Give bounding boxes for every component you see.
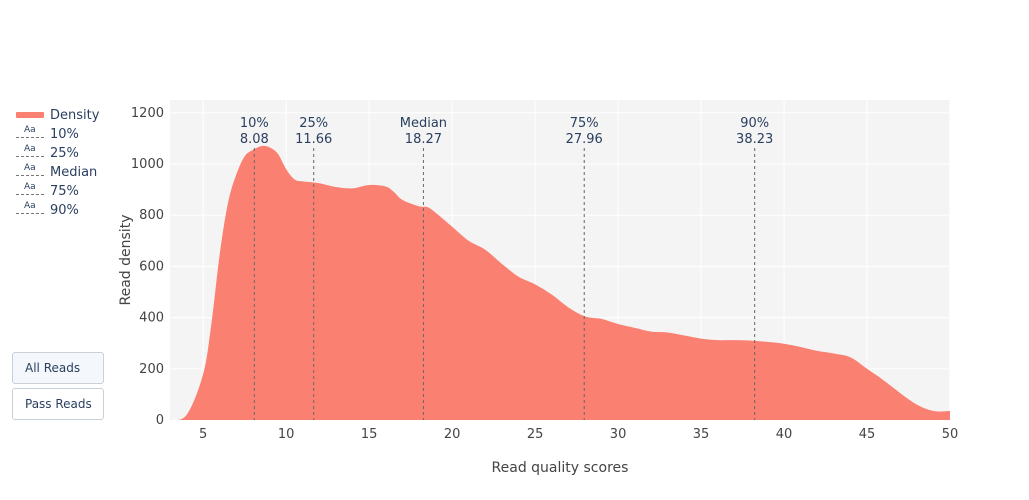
- legend-swatch-10: Aa: [14, 125, 44, 144]
- y-axis-title: Read density: [118, 215, 134, 306]
- x-tick-label: 40: [776, 427, 793, 442]
- x-tick-label: 30: [610, 427, 627, 442]
- annotation-label-25: 25%: [299, 116, 328, 131]
- density-area-0: [170, 145, 950, 421]
- legend-item-density[interactable]: Density: [14, 106, 99, 125]
- x-axis-ticks: 5 10 15 20 25 30 35 40 45 50: [199, 427, 958, 442]
- legend-marker-text: Aa: [24, 163, 36, 173]
- y-tick-label: 800: [139, 208, 164, 223]
- legend-label-75: 75%: [50, 184, 79, 199]
- legend-marker-text: Aa: [24, 201, 36, 211]
- legend-swatch-density: [14, 106, 44, 125]
- x-tick-label: 5: [199, 427, 207, 442]
- y-tick-label: 400: [139, 311, 164, 326]
- legend-item-75[interactable]: Aa 75%: [14, 182, 99, 201]
- annotation-value-median: 18.27: [405, 132, 442, 147]
- annotation-label-median: Median: [400, 116, 447, 131]
- legend-marker-text: Aa: [24, 182, 36, 192]
- annotation-label-90: 90%: [740, 116, 769, 131]
- legend-marker-text: Aa: [24, 125, 36, 135]
- x-tick-label: 35: [693, 427, 710, 442]
- legend-swatch-90: Aa: [14, 201, 44, 220]
- legend: Density Aa 10% Aa 25% Aa Median Aa 75% A…: [14, 106, 99, 220]
- y-tick-label: 200: [139, 362, 164, 377]
- x-tick-label: 10: [278, 427, 295, 442]
- legend-marker-text: Aa: [24, 144, 36, 154]
- annotation-value-75: 27.96: [566, 132, 603, 147]
- legend-label-density: Density: [50, 108, 100, 123]
- annotation-value-10: 8.08: [240, 132, 269, 147]
- legend-label-median: Median: [50, 165, 98, 180]
- x-axis-title: Read quality scores: [492, 460, 629, 476]
- legend-item-25[interactable]: Aa 25%: [14, 144, 99, 163]
- annotation-value-90: 38.23: [736, 132, 773, 147]
- y-tick-label: 1000: [131, 157, 164, 172]
- x-tick-label: 50: [942, 427, 959, 442]
- legend-label-25: 25%: [50, 146, 79, 161]
- legend-swatch-75: Aa: [14, 182, 44, 201]
- legend-swatch-25: Aa: [14, 144, 44, 163]
- pass-reads-button[interactable]: Pass Reads: [12, 388, 104, 420]
- y-axis-ticks: 0 200 400 600 800 1000 1200: [131, 106, 164, 428]
- x-tick-label: 15: [361, 427, 378, 442]
- legend-swatch-median: Aa: [14, 163, 44, 182]
- x-tick-label: 25: [527, 427, 544, 442]
- density-area-group: [170, 145, 950, 421]
- all-reads-button[interactable]: All Reads: [12, 352, 104, 384]
- y-tick-label: 600: [139, 259, 164, 274]
- legend-item-10[interactable]: Aa 10%: [14, 125, 99, 144]
- legend-item-90[interactable]: Aa 90%: [14, 201, 99, 220]
- y-tick-label: 0: [156, 413, 164, 428]
- legend-label-10: 10%: [50, 127, 79, 142]
- y-tick-label: 1200: [131, 106, 164, 121]
- x-tick-label: 20: [444, 427, 461, 442]
- legend-label-90: 90%: [50, 203, 79, 218]
- annotation-label-10: 10%: [240, 116, 269, 131]
- x-tick-label: 45: [859, 427, 876, 442]
- legend-item-median[interactable]: Aa Median: [14, 163, 99, 182]
- annotation-label-75: 75%: [570, 116, 599, 131]
- annotation-value-25: 11.66: [295, 132, 332, 147]
